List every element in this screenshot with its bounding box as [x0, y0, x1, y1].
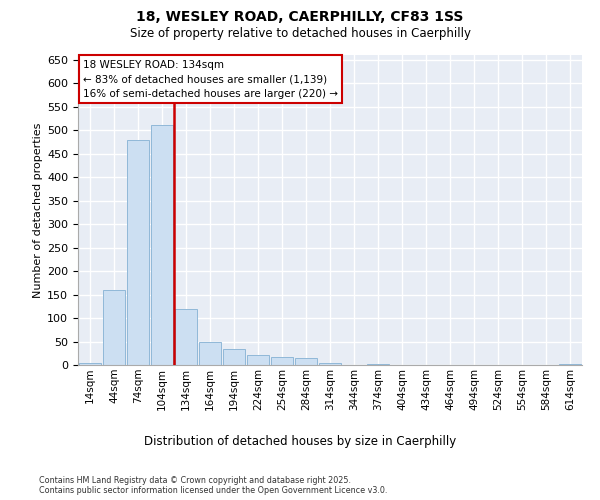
Bar	[247, 354, 269, 365]
Text: Distribution of detached houses by size in Caerphilly: Distribution of detached houses by size …	[144, 435, 456, 448]
Bar	[367, 364, 389, 365]
Bar	[103, 290, 125, 365]
Text: 18, WESLEY ROAD, CAERPHILLY, CF83 1SS: 18, WESLEY ROAD, CAERPHILLY, CF83 1SS	[136, 10, 464, 24]
Y-axis label: Number of detached properties: Number of detached properties	[33, 122, 43, 298]
Bar	[271, 356, 293, 365]
Text: 18 WESLEY ROAD: 134sqm
← 83% of detached houses are smaller (1,139)
16% of semi-: 18 WESLEY ROAD: 134sqm ← 83% of detached…	[83, 60, 338, 99]
Bar	[127, 140, 149, 365]
Bar	[319, 362, 341, 365]
Bar	[223, 348, 245, 365]
Bar	[79, 363, 101, 365]
Bar	[559, 364, 581, 365]
Bar	[295, 358, 317, 365]
Text: Size of property relative to detached houses in Caerphilly: Size of property relative to detached ho…	[130, 28, 470, 40]
Bar	[151, 126, 173, 365]
Bar	[199, 342, 221, 365]
Bar	[175, 308, 197, 365]
Text: Contains HM Land Registry data © Crown copyright and database right 2025.
Contai: Contains HM Land Registry data © Crown c…	[39, 476, 388, 495]
